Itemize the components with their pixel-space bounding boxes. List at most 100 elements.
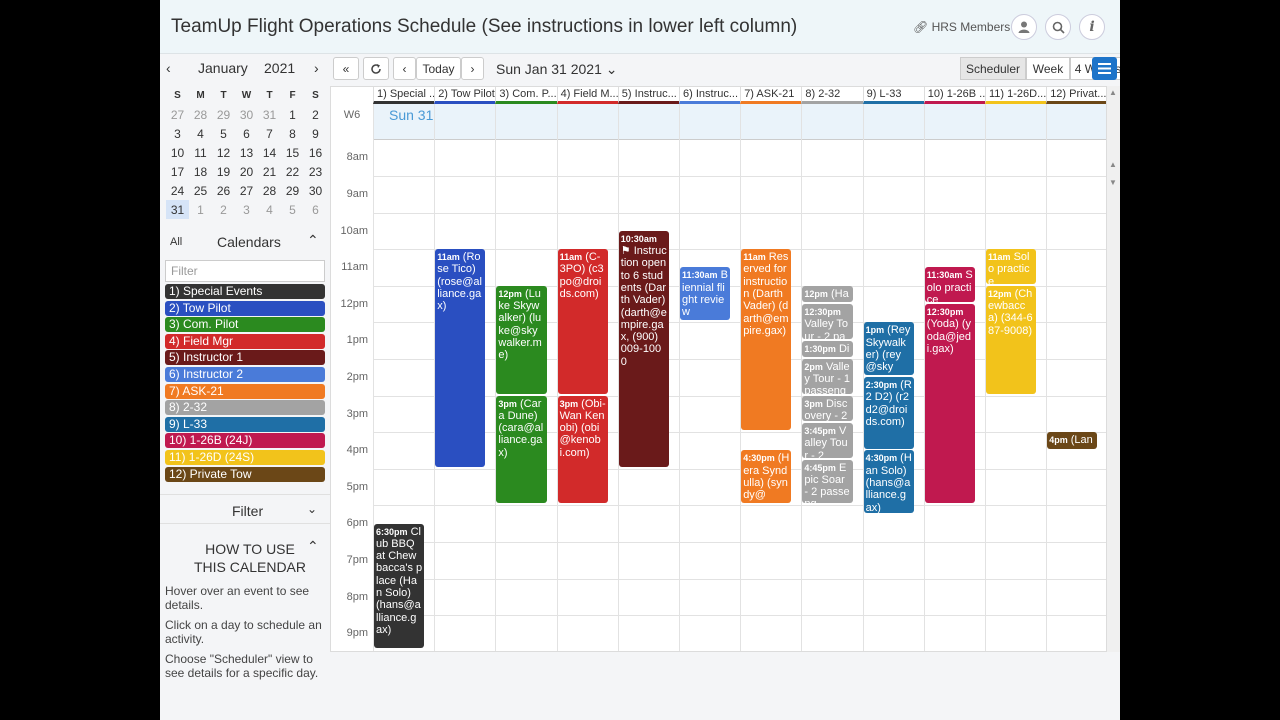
all-day-row[interactable] xyxy=(373,104,1106,139)
prev-month-button[interactable]: ‹ xyxy=(166,60,171,76)
calendar-item[interactable]: 7) ASK-21 xyxy=(165,383,325,399)
mini-cal-day[interactable]: 30 xyxy=(239,107,254,122)
event-block[interactable]: 3:45pm Valley Tour - 2 xyxy=(802,422,853,458)
event-block[interactable]: 11am Solo practice xyxy=(986,249,1037,284)
mini-cal-day[interactable]: 6 xyxy=(312,202,319,217)
calendar-item[interactable]: 12) Private Tow xyxy=(165,466,325,482)
mini-cal-day[interactable]: 1 xyxy=(197,202,204,217)
mini-cal-day[interactable]: 22 xyxy=(285,164,300,179)
event-block[interactable]: 12pm (Ha xyxy=(802,285,853,303)
mini-cal-day[interactable]: 16 xyxy=(308,145,323,160)
event-block[interactable]: 4pm (Lan xyxy=(1047,432,1098,449)
calendar-item[interactable]: 3) Com. Pilot xyxy=(165,317,325,333)
resource-header[interactable]: 7) ASK-21 xyxy=(740,87,802,104)
resource-header[interactable]: 10) 1-26B ... xyxy=(923,87,985,104)
scroll-down-icon[interactable]: ▼ xyxy=(1109,178,1117,187)
mini-cal-day[interactable]: 2 xyxy=(220,202,227,217)
event-block[interactable]: 4:30pm (Han Solo) (hans@alliance.gax) xyxy=(863,450,914,513)
info-button[interactable]: i xyxy=(1079,14,1105,40)
event-block[interactable]: 6:30pm Club BBQ at Chewbacca's place (Ha… xyxy=(374,523,425,649)
members-link[interactable]: 🔗︎ HRS Members xyxy=(913,20,1010,34)
resource-header[interactable]: 4) Field M... xyxy=(556,87,618,104)
mini-cal-day[interactable]: 20 xyxy=(239,164,254,179)
calendar-item[interactable]: 10) 1-26B (24J) xyxy=(165,433,325,449)
resource-header[interactable]: 3) Com. P... xyxy=(495,87,557,104)
mini-cal-day[interactable]: 14 xyxy=(262,145,277,160)
next-day-button[interactable]: › xyxy=(461,57,484,80)
day-label[interactable]: Sun 31 xyxy=(389,107,434,123)
mini-cal-day[interactable]: 27 xyxy=(170,107,185,122)
calendar-item[interactable]: 5) Instructor 1 xyxy=(165,350,325,366)
mini-cal-day[interactable]: 19 xyxy=(216,164,231,179)
event-block[interactable]: 12pm (Luke Skywalker) (luke@skywalker.me… xyxy=(496,285,547,394)
event-block[interactable]: 4:30pm (Hera Syndulla) (syndy@ xyxy=(741,450,792,504)
mini-cal-day[interactable]: 21 xyxy=(262,164,277,179)
event-block[interactable]: 1pm (Rey Skywalker) (rey@sky xyxy=(863,322,914,376)
howto-header[interactable]: HOW TO USE THIS CALENDAR ⌃ xyxy=(160,538,330,578)
resource-header[interactable]: 11) 1-26D... xyxy=(985,87,1047,104)
calendar-item[interactable]: 8) 2-32 xyxy=(165,400,325,416)
search-button[interactable] xyxy=(1045,14,1071,40)
all-calendars-toggle[interactable]: All xyxy=(170,236,183,248)
mini-cal-day[interactable]: 9 xyxy=(312,126,319,141)
mini-cal-day[interactable]: 15 xyxy=(285,145,300,160)
mini-cal-day[interactable]: 13 xyxy=(239,145,254,160)
date-picker[interactable]: Sun Jan 31 2021 ⌄ xyxy=(496,61,618,78)
mini-cal-day[interactable]: 3 xyxy=(174,126,181,141)
menu-button[interactable] xyxy=(1092,57,1117,80)
mini-cal-day[interactable]: 12 xyxy=(216,145,231,160)
prev-period-button[interactable]: « xyxy=(333,57,359,80)
mini-cal-day[interactable]: 31 xyxy=(166,200,189,219)
resource-header[interactable]: 8) 2-32 xyxy=(801,87,863,104)
event-block[interactable]: 12:30pm Valley Tour - 2 passeng xyxy=(802,304,853,339)
next-month-button[interactable]: › xyxy=(314,60,319,76)
mini-cal-day[interactable]: 10 xyxy=(170,145,185,160)
event-block[interactable]: 11am (C-3PO) (c3po@droids.com) xyxy=(557,249,608,394)
mini-cal-day[interactable]: 8 xyxy=(289,126,296,141)
mini-cal-day[interactable]: 27 xyxy=(239,183,254,198)
resource-header[interactable]: 12) Privat... xyxy=(1046,87,1106,104)
mini-cal-day[interactable]: 29 xyxy=(285,183,300,198)
refresh-button[interactable] xyxy=(363,57,389,80)
event-block[interactable]: 11:30am Solo practice xyxy=(924,267,975,303)
mini-cal-day[interactable]: 23 xyxy=(308,164,323,179)
event-block[interactable]: 3pm (Obi-Wan Kenobi) (obi@kenobi.com) xyxy=(557,395,608,504)
mini-cal-day[interactable]: 26 xyxy=(216,183,231,198)
mini-cal-day[interactable]: 2 xyxy=(312,107,319,122)
resource-header[interactable]: 1) Special ... xyxy=(373,87,435,104)
mini-cal-day[interactable]: 24 xyxy=(170,183,185,198)
calendar-item[interactable]: 9) L-33 xyxy=(165,416,325,432)
event-block[interactable]: 12pm (Chewbacca) (344-687-9008) xyxy=(986,285,1037,394)
view-button-scheduler[interactable]: Scheduler xyxy=(960,57,1026,80)
mini-cal-day[interactable]: 4 xyxy=(266,202,273,217)
mini-cal-day[interactable]: 5 xyxy=(289,202,296,217)
event-block[interactable]: 3pm (Cara Dune) (cara@alliance.gax) xyxy=(496,395,547,504)
mini-cal-day[interactable]: 29 xyxy=(216,107,231,122)
calendar-item[interactable]: 4) Field Mgr xyxy=(165,333,325,349)
event-block[interactable]: 11am (Rose Tico) (rose@alliance.gax) xyxy=(435,249,486,467)
mini-cal-day[interactable]: 31 xyxy=(262,107,277,122)
filter-section-header[interactable]: Filter ⌄ xyxy=(160,494,330,524)
event-block[interactable]: 11:30am Biennial flight review xyxy=(680,267,731,321)
mini-cal-day[interactable]: 5 xyxy=(220,126,227,141)
mini-cal-day[interactable]: 28 xyxy=(262,183,277,198)
mini-cal-day[interactable]: 30 xyxy=(308,183,323,198)
mini-cal-day[interactable]: 28 xyxy=(193,107,208,122)
resource-header[interactable]: 5) Instruc... xyxy=(617,87,679,104)
calendar-filter-input[interactable]: Filter xyxy=(165,260,325,282)
mini-cal-day[interactable]: 4 xyxy=(197,126,204,141)
event-block[interactable]: 4:45pm Epic Soar - 2 passeng xyxy=(802,459,853,504)
today-button[interactable]: Today xyxy=(416,57,461,80)
scroll-up-icon[interactable]: ▲ xyxy=(1109,88,1117,97)
resource-header[interactable]: 9) L-33 xyxy=(862,87,924,104)
mini-cal-day[interactable]: 1 xyxy=(289,107,296,122)
grid-scrollbar[interactable]: ▲ ▲ ▼ xyxy=(1107,86,1120,652)
view-button-week[interactable]: Week xyxy=(1026,57,1070,80)
event-block[interactable]: 10:30am ⚑ Instruction open to 6 students… xyxy=(618,230,669,467)
event-block[interactable]: 2pm Valley Tour - 1 passeng xyxy=(802,358,853,394)
event-block[interactable]: 12:30pm (Yoda) (yoda@jedi.gax) xyxy=(924,304,975,504)
user-account-button[interactable] xyxy=(1011,14,1037,40)
event-block[interactable]: 2:30pm (R2 D2) (r2d2@droids.com) xyxy=(863,377,914,449)
mini-cal-day[interactable]: 17 xyxy=(170,164,185,179)
calendar-item[interactable]: 6) Instructor 2 xyxy=(165,367,325,382)
